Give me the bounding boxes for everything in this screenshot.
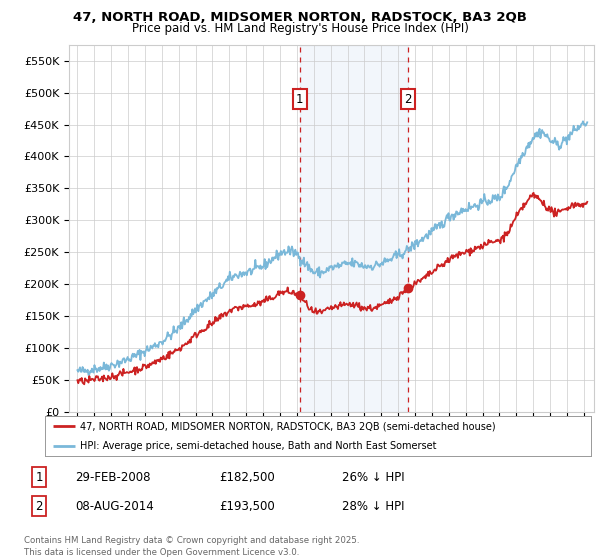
Text: HPI: Average price, semi-detached house, Bath and North East Somerset: HPI: Average price, semi-detached house,… [80, 441, 437, 451]
Text: 08-AUG-2014: 08-AUG-2014 [75, 500, 154, 513]
Text: £182,500: £182,500 [219, 470, 275, 484]
Text: 47, NORTH ROAD, MIDSOMER NORTON, RADSTOCK, BA3 2QB (semi-detached house): 47, NORTH ROAD, MIDSOMER NORTON, RADSTOC… [80, 421, 496, 431]
Bar [300, 45, 408, 412]
Text: 29-FEB-2008: 29-FEB-2008 [75, 470, 151, 484]
Text: 2: 2 [35, 500, 43, 513]
Text: 1: 1 [296, 92, 304, 105]
Text: 47, NORTH ROAD, MIDSOMER NORTON, RADSTOCK, BA3 2QB: 47, NORTH ROAD, MIDSOMER NORTON, RADSTOC… [73, 11, 527, 24]
Text: £193,500: £193,500 [219, 500, 275, 513]
Text: 28% ↓ HPI: 28% ↓ HPI [342, 500, 404, 513]
Text: 2: 2 [404, 92, 412, 105]
Text: Price paid vs. HM Land Registry's House Price Index (HPI): Price paid vs. HM Land Registry's House … [131, 22, 469, 35]
Text: 26% ↓ HPI: 26% ↓ HPI [342, 470, 404, 484]
Text: Contains HM Land Registry data © Crown copyright and database right 2025.
This d: Contains HM Land Registry data © Crown c… [24, 536, 359, 557]
Text: 1: 1 [35, 470, 43, 484]
